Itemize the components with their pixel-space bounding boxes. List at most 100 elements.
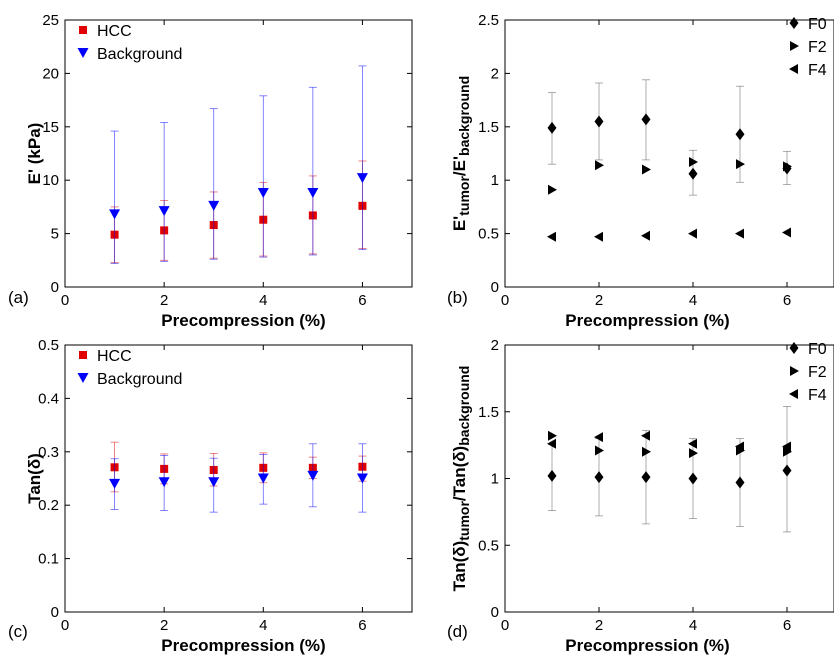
y-axis-label-part: Tan(δ) bbox=[450, 541, 469, 592]
y-axis-label-part: /E' bbox=[450, 156, 469, 176]
x-tick-label: 6 bbox=[358, 292, 366, 309]
data-point bbox=[782, 464, 792, 477]
legend-label: F4 bbox=[808, 387, 827, 404]
data-point bbox=[109, 478, 121, 489]
data-point bbox=[594, 471, 604, 484]
data-point bbox=[109, 209, 121, 220]
data-point bbox=[547, 438, 556, 449]
series-f0 bbox=[547, 79, 792, 196]
y-tick-label: 20 bbox=[42, 65, 59, 82]
panel-label: (a) bbox=[8, 288, 29, 307]
chart-panel-3: 0 0.1 0.2 0.3 0.4 0.5 0 2 4 6 Precompression (%) Ta… bbox=[8, 337, 413, 655]
data-point bbox=[641, 113, 651, 126]
x-tick-label: 4 bbox=[259, 292, 267, 309]
legend-marker bbox=[790, 366, 799, 376]
x-tick-label: 0 bbox=[501, 617, 509, 634]
data-point bbox=[548, 184, 557, 195]
data-point bbox=[307, 470, 319, 481]
y-tick-label: 0 bbox=[51, 279, 59, 296]
x-axis-label: Precompression (%) bbox=[161, 636, 325, 655]
data-point bbox=[736, 159, 745, 170]
data-point bbox=[688, 228, 697, 239]
x-tick-label: 4 bbox=[689, 292, 697, 309]
y-axis-label: Tan(δ)tumor/Tan(δ)background bbox=[450, 366, 472, 592]
legend-label: F4 bbox=[808, 62, 827, 79]
x-tick-label: 2 bbox=[595, 292, 603, 309]
y-tick-label: 1 bbox=[491, 172, 499, 189]
panel-label: (d) bbox=[447, 622, 468, 641]
data-point bbox=[547, 121, 557, 134]
data-point bbox=[356, 173, 368, 184]
chart-panel-2: 0 0.5 1 1.5 2 2.5 0 2 4 6 Precompression (%) E'tumo… bbox=[447, 12, 834, 330]
y-tick-label: 0 bbox=[51, 604, 59, 621]
panel-label: (c) bbox=[8, 622, 28, 641]
legend-label: HCC bbox=[97, 348, 132, 365]
plot-frame bbox=[64, 19, 413, 288]
legend-label: F2 bbox=[808, 364, 827, 381]
data-point bbox=[595, 160, 604, 171]
y-tick-label: 2 bbox=[491, 337, 499, 354]
data-point bbox=[688, 167, 698, 180]
legend-label: F0 bbox=[808, 341, 827, 358]
data-point bbox=[783, 446, 792, 457]
y-tick-label: 15 bbox=[42, 119, 59, 136]
y-axis-label-subscript: tumor bbox=[456, 176, 472, 216]
x-tick-label: 2 bbox=[595, 617, 603, 634]
data-point bbox=[642, 446, 651, 457]
data-point bbox=[356, 473, 368, 484]
x-axis-label: Precompression (%) bbox=[565, 311, 729, 330]
data-point bbox=[257, 188, 269, 199]
data-point bbox=[594, 115, 604, 128]
data-point bbox=[735, 441, 744, 452]
data-point bbox=[641, 471, 651, 484]
x-tick-label: 0 bbox=[501, 292, 509, 309]
chart-panel-4: 0 0.5 1 1.5 2 0 2 4 6 Precompression (%) Tan(δ)tum… bbox=[447, 337, 834, 655]
y-tick-label: 0.5 bbox=[478, 537, 499, 554]
y-axis-label-subscript: background bbox=[456, 76, 472, 156]
data-point bbox=[594, 231, 603, 242]
legend-label: HCC bbox=[97, 23, 132, 40]
data-point bbox=[688, 472, 698, 485]
data-point bbox=[783, 161, 792, 172]
series-f4 bbox=[547, 430, 791, 452]
legend-marker bbox=[77, 373, 89, 383]
x-tick-label: 2 bbox=[160, 617, 168, 634]
y-tick-label: 1 bbox=[491, 471, 499, 488]
legend: HCC Background bbox=[77, 23, 182, 63]
legend-marker bbox=[789, 342, 799, 354]
legend-label: F2 bbox=[808, 39, 827, 56]
data-point bbox=[158, 477, 170, 488]
panel-label: (b) bbox=[447, 288, 468, 307]
x-tick-label: 4 bbox=[259, 617, 267, 634]
legend-label: Background bbox=[97, 371, 182, 388]
data-point bbox=[782, 227, 791, 238]
data-point bbox=[641, 430, 650, 441]
x-tick-label: 0 bbox=[61, 617, 69, 634]
series-f4 bbox=[547, 227, 791, 242]
data-point bbox=[641, 230, 650, 241]
chart-panel-1: 0 5 10 15 20 25 0 2 4 6 Precompression (%) E' (kPa)… bbox=[8, 12, 413, 330]
data-point bbox=[307, 188, 319, 199]
legend-marker bbox=[79, 351, 87, 359]
y-tick-label: 1.5 bbox=[478, 404, 499, 421]
data-point bbox=[735, 476, 745, 489]
y-tick-label: 0.3 bbox=[38, 444, 59, 461]
y-tick-label: 25 bbox=[42, 12, 59, 29]
y-axis-label-part: /Tan(δ) bbox=[450, 446, 469, 501]
y-tick-label: 5 bbox=[51, 226, 59, 243]
data-point bbox=[689, 448, 698, 459]
legend-marker bbox=[790, 41, 799, 51]
series-background bbox=[109, 65, 368, 264]
series-f2 bbox=[548, 157, 792, 195]
data-point bbox=[642, 164, 651, 175]
y-axis-label: E'tumor/E'background bbox=[450, 76, 472, 231]
legend-label: Background bbox=[97, 46, 182, 63]
data-point bbox=[735, 128, 745, 141]
legend-marker bbox=[789, 389, 798, 399]
legend-marker bbox=[79, 26, 87, 34]
x-tick-label: 0 bbox=[61, 292, 69, 309]
legend-marker bbox=[77, 48, 89, 58]
series-background bbox=[109, 443, 368, 513]
series-f2 bbox=[548, 430, 792, 459]
